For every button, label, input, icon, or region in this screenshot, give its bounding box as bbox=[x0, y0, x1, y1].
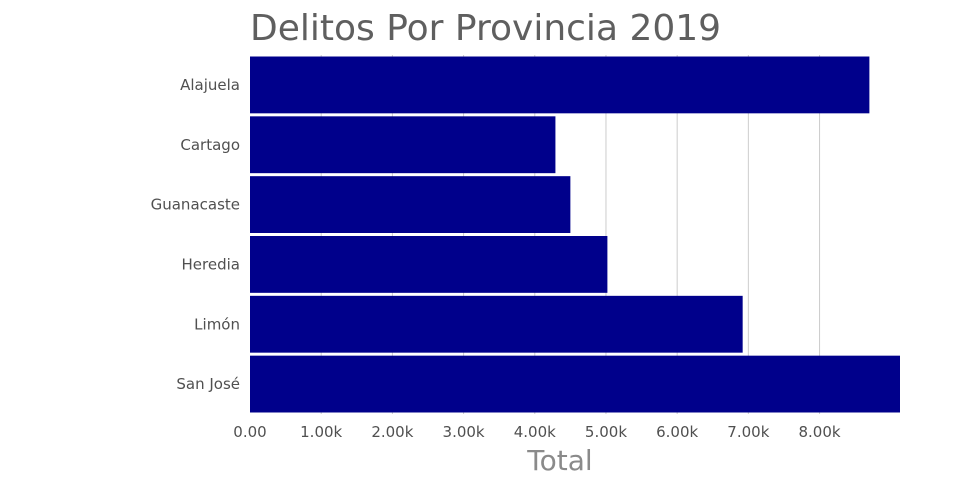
x-tick-label: 4.00k bbox=[514, 423, 556, 441]
category-labels: Alajuela Cartago Guanacaste Heredia Limón San… bbox=[151, 76, 240, 393]
x-tick-label: 0.00 bbox=[233, 423, 266, 441]
bar bbox=[250, 236, 608, 293]
x-axis-title: Total bbox=[526, 444, 592, 477]
x-tick-label: 1.00k bbox=[300, 423, 342, 441]
bars bbox=[250, 56, 900, 413]
category-label: Cartago bbox=[180, 136, 240, 154]
chart-title: Delitos Por Provincia 2019 bbox=[250, 8, 721, 49]
x-tick-label: 2.00k bbox=[371, 423, 413, 441]
category-label: Heredia bbox=[182, 255, 240, 273]
x-tick-label: 8.00k bbox=[799, 423, 841, 441]
bar bbox=[250, 116, 556, 174]
category-label: Guanacaste bbox=[151, 196, 240, 214]
category-label: Limón bbox=[194, 315, 240, 333]
category-label: San José bbox=[176, 375, 240, 393]
x-tick-label: 5.00k bbox=[585, 423, 627, 441]
x-tick-label: 7.00k bbox=[727, 423, 769, 441]
bar bbox=[250, 355, 900, 413]
bar bbox=[250, 295, 743, 353]
gridlines bbox=[320, 55, 821, 414]
bar bbox=[250, 56, 870, 114]
x-tick-label: 3.00k bbox=[443, 423, 485, 441]
x-tick-labels: 0.00 1.00k 2.00k 3.00k 4.00k 5.00k 6.00k 7.00k 8… bbox=[233, 423, 841, 441]
bar bbox=[250, 176, 571, 233]
category-label: Alajuela bbox=[180, 76, 240, 94]
x-tick-label: 6.00k bbox=[656, 423, 698, 441]
